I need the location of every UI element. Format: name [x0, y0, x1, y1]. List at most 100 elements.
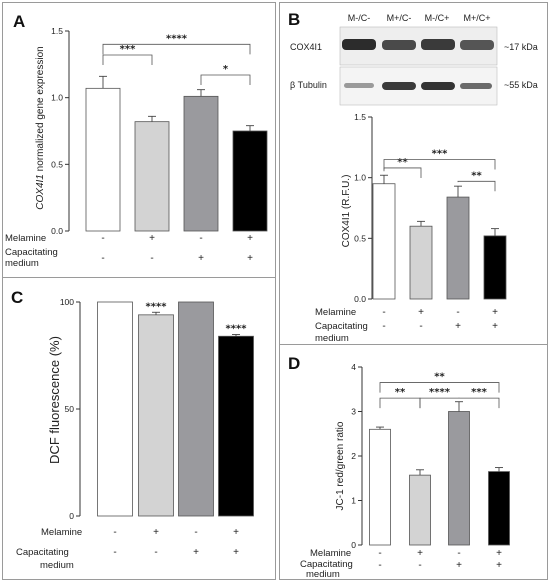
panel-b: B M-/C- M+/C- M-/C+ M+/C+ COX4I1 β Tubul…	[279, 2, 548, 345]
bar-b-4	[483, 235, 507, 300]
significance-label-d-3: ****	[429, 387, 451, 398]
band-cox4i1-3	[421, 39, 455, 50]
sign-melamine-a-2: +	[149, 233, 155, 244]
y-tick-label-d: 3	[351, 407, 356, 417]
panel-c: C DCF fluorescence (%) Melamine Capacita…	[2, 277, 276, 580]
sign-capacitating-d-3: +	[456, 560, 462, 571]
bar-d-2	[409, 474, 431, 546]
band-label-tubulin: β Tubulin	[290, 80, 327, 90]
y-tick-label-d: 0	[351, 540, 356, 550]
sign-melamine-a-4: +	[247, 233, 253, 244]
y-axis-title-d: JC-1 red/green ratio	[335, 421, 346, 510]
bar-b-3	[446, 196, 470, 300]
row-label-medium-c: medium	[40, 560, 74, 571]
y-axis-title-a-rest: normalized gene expression	[35, 46, 46, 174]
panel-letter-a: A	[13, 12, 25, 31]
y-tick-label-a: 1.5	[51, 26, 63, 36]
bar-a-2	[134, 121, 170, 232]
sign-melamine-c-1: -	[113, 527, 116, 538]
row-label-capacitating-a: Capacitating	[5, 247, 58, 258]
y-tick-label-b: 0.5	[354, 233, 366, 243]
western-blot: M-/C- M+/C- M-/C+ M+/C+ COX4I1 β Tubulin…	[290, 13, 538, 106]
row-label-capacitating-b: Capacitating	[315, 321, 368, 332]
significance-label-c-1: ****	[146, 301, 168, 312]
sign-capacitating-d-4: +	[496, 560, 502, 571]
sign-capacitating-b-4: +	[492, 321, 498, 332]
sign-melamine-c-3: -	[194, 527, 197, 538]
y-axis-title-c: DCF fluorescence (%)	[47, 336, 62, 464]
lane-label-1: M-/C-	[348, 13, 371, 23]
y-axis-title-b: COX4I1 (R.F.U.)	[341, 175, 352, 248]
y-tick-label-d: 1	[351, 496, 356, 506]
panel-letter-c: C	[11, 288, 23, 307]
band-tubulin-3	[421, 82, 455, 90]
y-tick-label-c: 0	[69, 511, 74, 521]
sign-melamine-a-3: -	[199, 233, 202, 244]
y-tick-label-a: 1.0	[51, 93, 63, 103]
bar-c-2	[138, 314, 174, 517]
significance-bracket-b-2	[383, 159, 496, 170]
y-tick-label-d: 4	[351, 362, 356, 372]
band-tubulin-1	[344, 83, 374, 88]
significance-bracket-d-2	[379, 397, 421, 409]
bar-c-3	[178, 301, 214, 517]
bar-d-3	[448, 411, 470, 546]
row-label-capacitating-d: Capacitating	[300, 559, 353, 570]
significance-label-a-1: ***	[120, 44, 136, 55]
sign-melamine-a-1: -	[101, 233, 104, 244]
sign-capacitating-a-2: -	[150, 253, 153, 264]
sign-capacitating-d-2: -	[418, 560, 421, 571]
bar-c-4	[218, 335, 254, 517]
row-label-medium-b: medium	[315, 333, 349, 344]
significance-bracket-a-2	[102, 43, 251, 55]
bar-d-1	[369, 428, 391, 546]
lane-label-4: M+/C+	[463, 13, 490, 23]
panel-letter-b: B	[288, 10, 300, 29]
significance-bracket-b-3	[457, 180, 496, 192]
y-tick-label-b: 1.5	[354, 112, 366, 122]
significance-label-d-2: **	[395, 387, 406, 398]
row-label-medium-d: medium	[306, 569, 340, 580]
bar-c-1	[97, 301, 133, 517]
sign-capacitating-b-3: +	[455, 321, 461, 332]
sign-capacitating-b-1: -	[382, 321, 385, 332]
significance-bracket-d-4	[458, 397, 500, 409]
significance-label-c-2: ****	[226, 324, 248, 335]
kda-label-55: ~55 kDa	[504, 80, 538, 90]
y-tick-label-c: 100	[60, 297, 74, 307]
chart-b: B M-/C- M+/C- M-/C+ M+/C+ COX4I1 β Tubul…	[288, 10, 538, 344]
bar-a-3	[183, 95, 219, 232]
row-label-medium-a: medium	[5, 258, 39, 269]
band-cox4i1-1	[342, 39, 376, 50]
sign-melamine-b-3: -	[456, 307, 459, 318]
bar-a-1	[85, 87, 121, 232]
significance-label-a-3: *	[223, 64, 229, 75]
panel-letter-d: D	[288, 354, 300, 373]
y-tick-label-a: 0.0	[51, 226, 63, 236]
sign-melamine-d-3: -	[457, 548, 460, 559]
significance-bracket-b-1	[383, 167, 422, 178]
sign-melamine-b-2: +	[418, 307, 424, 318]
sign-capacitating-c-2: -	[154, 547, 157, 558]
sign-capacitating-b-2: -	[419, 321, 422, 332]
row-label-melamine-d: Melamine	[310, 548, 351, 559]
bar-d-4	[488, 471, 510, 546]
band-tubulin-4	[460, 83, 492, 89]
sign-capacitating-a-4: +	[247, 253, 253, 264]
bar-b-1	[372, 183, 396, 300]
band-label-cox4i1: COX4I1	[290, 42, 322, 52]
significance-bracket-d-1	[379, 382, 500, 393]
lane-label-2: M+/C-	[387, 13, 412, 23]
sign-melamine-d-4: +	[496, 548, 502, 559]
y-axis-title-a: COX4I1 normalized gene expression	[35, 46, 46, 209]
y-tick-label-d: 2	[351, 451, 356, 461]
significance-bracket-a-3	[200, 74, 251, 85]
significance-label-d-4: ***	[471, 387, 487, 398]
chart-a: A COX4I1 normalized gene expression Mela…	[5, 12, 268, 269]
sign-melamine-b-4: +	[492, 307, 498, 318]
significance-label-b-2: ***	[432, 148, 448, 159]
bar-a-4	[232, 130, 268, 232]
significance-label-b-3: **	[471, 170, 482, 181]
band-cox4i1-4	[460, 40, 494, 50]
significance-label-a-2: ****	[166, 33, 188, 44]
